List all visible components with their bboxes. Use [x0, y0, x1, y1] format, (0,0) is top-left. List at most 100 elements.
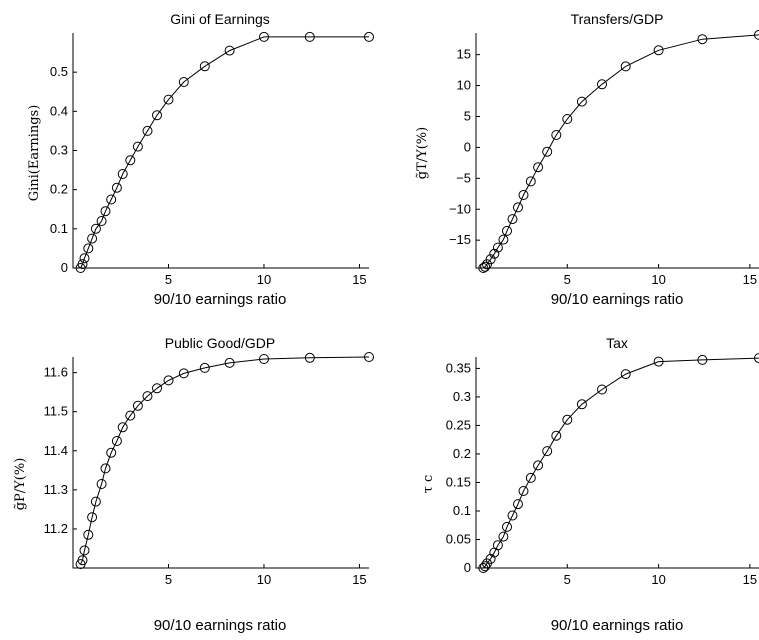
x-tick-label: 15: [743, 272, 757, 287]
data-point: [562, 414, 573, 425]
x-tick-label: 5: [564, 572, 571, 587]
x-tick-label: 10: [651, 272, 665, 287]
data-point: [533, 162, 544, 173]
data-point: [754, 353, 759, 364]
data-point: [653, 45, 664, 56]
data-point: [364, 31, 374, 42]
y-tick-label: 0.15: [446, 474, 471, 489]
data-point: [132, 400, 143, 411]
data-point: [79, 253, 90, 264]
data-point: [163, 94, 174, 105]
y-tick-label: 0.3: [453, 389, 471, 404]
series-line: [482, 357, 759, 569]
x-axis-label: 90/10 earnings ratio: [551, 291, 684, 308]
data-point: [87, 233, 98, 244]
series-line: [80, 356, 370, 565]
data-point: [480, 261, 491, 272]
data-point: [77, 259, 88, 270]
y-tick-label: 0.2: [453, 446, 471, 461]
data-point: [125, 410, 136, 421]
data-point: [562, 114, 573, 124]
data-point: [111, 182, 122, 193]
data-point: [485, 553, 496, 564]
data-point: [525, 472, 536, 483]
y-tick-label: 0: [61, 260, 68, 275]
data-point: [90, 223, 101, 234]
data-point: [199, 362, 210, 373]
y-axis-label: g̃T/Y(%): [415, 127, 430, 179]
x-tick-label: 10: [257, 272, 271, 287]
data-point: [518, 190, 529, 200]
data-point: [117, 422, 128, 433]
data-point: [142, 391, 153, 402]
data-point: [224, 357, 235, 368]
y-tick-label: 0.1: [50, 221, 68, 236]
data-point: [259, 354, 269, 364]
axes-frame: [475, 33, 759, 269]
data-point: [83, 243, 94, 254]
data-point: [163, 375, 174, 386]
data-point: [96, 479, 107, 489]
panel-gini-of-earnings: Gini of Earnings 90/10 earnings ratio Gi…: [27, 11, 374, 308]
data-point: [304, 352, 315, 363]
y-tick-label: 0.4: [50, 103, 68, 118]
x-tick-label: 15: [743, 572, 757, 587]
data-point: [551, 430, 562, 441]
data-point: [576, 399, 587, 410]
data-point: [142, 125, 153, 136]
y-tick-label: 0: [464, 139, 471, 154]
data-point: [259, 31, 269, 42]
y-tick-label: 11.5: [44, 404, 68, 419]
data-point: [502, 521, 512, 532]
data-point: [576, 96, 587, 107]
y-tick-label: 0.05: [446, 531, 471, 546]
data-point: [502, 225, 512, 236]
data-point: [620, 61, 631, 72]
data-point: [90, 496, 101, 507]
data-point: [507, 510, 518, 521]
x-tick-label: 5: [165, 572, 172, 587]
data-point: [533, 460, 544, 471]
data-point: [620, 369, 631, 380]
y-axis-label: g̃P/Y(%): [13, 458, 28, 511]
data-point: [489, 248, 500, 259]
data-point: [697, 354, 708, 365]
data-point: [178, 77, 189, 87]
data-point: [492, 540, 503, 551]
x-tick-label: 5: [165, 272, 172, 287]
x-axis-label: 90/10 earnings ratio: [154, 291, 287, 308]
data-point: [513, 499, 523, 510]
data-point: [111, 436, 122, 446]
data-point: [498, 531, 509, 542]
data-point: [96, 216, 107, 226]
data-point: [152, 110, 162, 121]
data-point: [597, 384, 607, 395]
x-tick-label: 15: [352, 272, 366, 287]
data-point: [754, 29, 759, 40]
y-tick-label: 0.2: [50, 182, 68, 197]
data-point: [513, 202, 523, 213]
data-point: [199, 61, 210, 72]
data-point: [87, 512, 98, 523]
axes-frame: [475, 357, 759, 569]
data-point: [482, 259, 492, 270]
data-point: [492, 242, 503, 253]
panel-tax: Tax 90/10 earnings ratio τ c 5 10 15 0 0.05 0…: [421, 335, 759, 634]
y-tick-label: −10: [449, 201, 471, 216]
panel-public-good-gdp: Public Good/GDP 90/10 earnings ratio g̃P…: [13, 335, 374, 634]
data-point: [542, 146, 553, 157]
data-point: [498, 234, 509, 245]
data-point: [304, 31, 315, 42]
data-point: [152, 383, 162, 394]
chart-title: Tax: [606, 335, 628, 351]
series-line: [483, 34, 759, 269]
data-point: [551, 130, 562, 140]
y-tick-label: 0: [464, 560, 471, 575]
data-point: [525, 176, 536, 187]
y-tick-label: 15: [457, 47, 471, 62]
data-point: [542, 446, 553, 457]
data-point: [597, 79, 607, 90]
chart-title: Public Good/GDP: [165, 335, 276, 351]
y-tick-label: 0.25: [446, 417, 471, 432]
